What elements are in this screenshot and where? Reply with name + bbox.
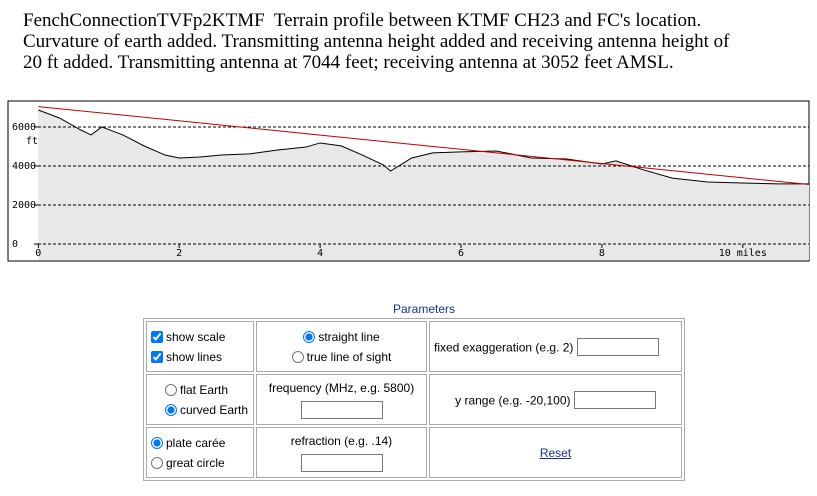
radio[interactable] [151,436,163,449]
text-input[interactable] [300,400,383,419]
option-label: show lines [166,349,223,364]
radio[interactable] [291,350,304,363]
field-label: y range (e.g. -20,100) [455,393,571,407]
y-tick-label: 0 [12,239,18,250]
cell: straight line true line of sight [256,321,427,372]
parameters-table: show scale show lines straight line true… [143,318,685,481]
y-tick-label: 2000 [12,200,36,211]
radio[interactable] [165,403,177,416]
y-tick-label: 4000 [12,161,36,172]
text-input[interactable] [300,453,383,472]
header-text: FenchConnectionTVFp2KTMF Terrain profile… [23,10,735,73]
radio[interactable] [165,383,177,396]
checkbox[interactable] [151,350,163,363]
x-tick-label: 10 miles [719,248,767,259]
checkbox[interactable] [151,330,163,343]
reset-link[interactable]: Reset [539,445,572,460]
parameters-title: Parameters [392,302,456,316]
cell: show scale show lines [146,321,254,372]
field-label: fixed exaggeration (e.g. 2) [434,340,574,354]
cell: flat Earth curved Earth [146,374,254,425]
option-label: flat Earth [180,382,229,397]
profile-chart: 0 2000 4000 6000 ft 0 2 4 6 8 10 miles [7,100,810,262]
text-input[interactable] [573,390,656,409]
radio[interactable] [303,330,316,343]
x-tick-label: 6 [458,248,464,259]
x-tick-label: 2 [176,248,182,259]
y-tick-label: 6000 [12,122,36,133]
terrain-area [38,109,810,260]
option-label: great circle [166,455,225,470]
y-unit: ft [26,136,38,147]
option-label: straight line [318,329,380,344]
sight-line [38,106,810,185]
x-tick-label: 8 [599,248,605,259]
field-label: frequency (MHz, e.g. 5800) [268,380,415,395]
cell: fixed exaggeration (e.g. 2) [429,321,682,372]
option-label: plate carée [166,435,226,450]
radio[interactable] [151,456,163,469]
text-input[interactable] [576,337,659,356]
option-label: curved Earth [180,402,249,417]
x-tick-label: 4 [317,248,323,259]
field-label: refraction (e.g. .14) [290,433,393,448]
cell: y range (e.g. -20,100) [429,374,682,425]
option-label: true line of sight [306,349,392,364]
cell: plate carée great circle [146,427,254,478]
x-tick-label: 0 [35,248,41,259]
cell: Reset [429,427,682,478]
cell: frequency (MHz, e.g. 5800) [256,374,427,425]
cell: refraction (e.g. .14) [256,427,427,478]
option-label: show scale [166,329,226,344]
